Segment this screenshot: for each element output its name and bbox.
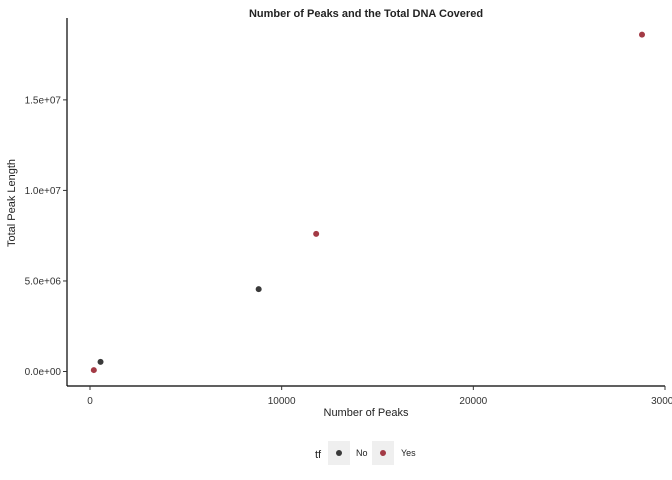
data-point-yes	[639, 31, 645, 38]
data-point-no	[255, 286, 262, 293]
legend: tf No Yes	[315, 441, 416, 465]
y-tick-label: 1.0e+07	[25, 186, 62, 197]
legend-label: No	[356, 448, 368, 458]
legend-entry-yes: Yes	[372, 441, 416, 465]
x-tick-label: 30000	[651, 396, 672, 407]
data-point-yes	[90, 367, 97, 374]
y-axis-title: Total Peak Length	[6, 159, 18, 247]
x-tick-label: 20000	[459, 396, 487, 407]
data-points	[90, 31, 645, 374]
y-axis-ticks: 0.0e+00 5.0e+06 1.0e+07 1.5e+07	[25, 95, 67, 378]
legend-label: Yes	[401, 448, 416, 458]
legend-title: tf	[315, 449, 322, 461]
x-axis-ticks: 0 10000 20000 30000	[87, 386, 672, 407]
legend-key-marker	[336, 450, 342, 456]
plot-area: 0.0e+00 5.0e+06 1.0e+07 1.5e+07 0 10000 20000…	[25, 18, 672, 407]
chart-title: Number of Peaks and the Total DNA Covere…	[249, 8, 483, 20]
data-point-yes	[313, 230, 320, 237]
y-tick-label: 1.5e+07	[25, 95, 62, 106]
y-tick-label: 0.0e+00	[25, 367, 62, 378]
legend-key-marker	[380, 450, 386, 456]
legend-entries: No Yes	[328, 441, 416, 465]
x-axis-title: Number of Peaks	[324, 407, 409, 419]
x-tick-label: 10000	[268, 396, 296, 407]
data-point-no	[97, 358, 104, 365]
y-tick-label: 5.0e+06	[25, 276, 62, 287]
x-tick-label: 0	[87, 396, 93, 407]
legend-entry-no: No	[328, 441, 368, 465]
